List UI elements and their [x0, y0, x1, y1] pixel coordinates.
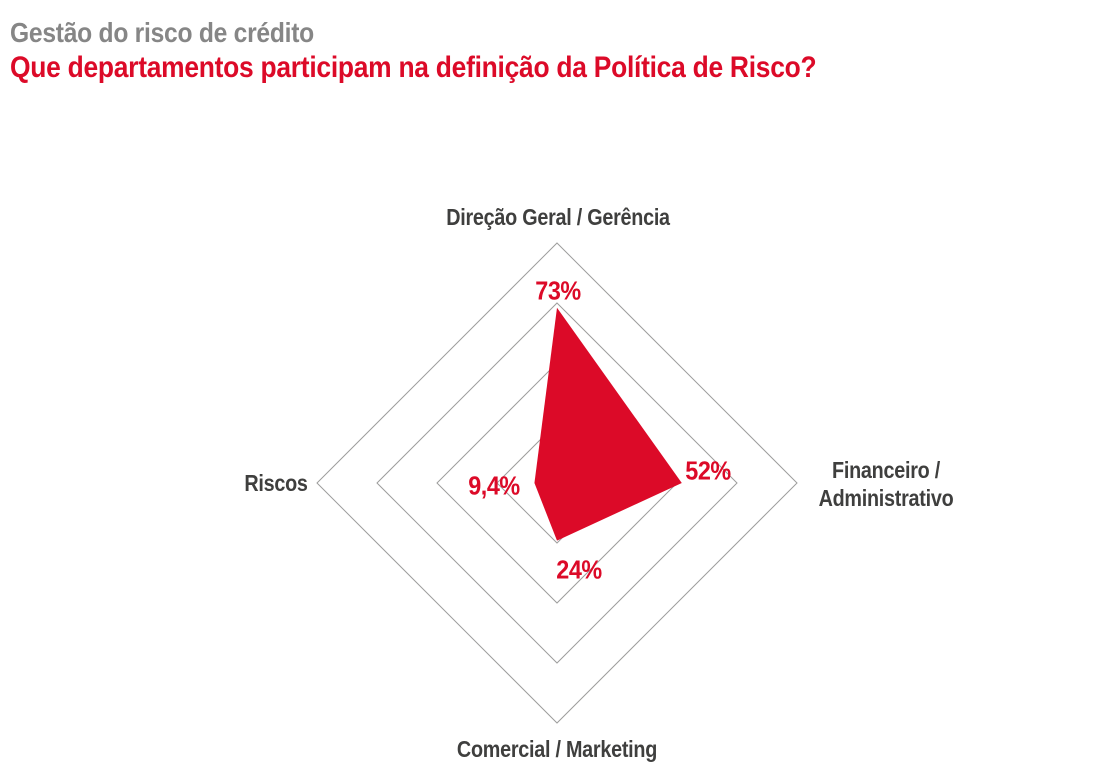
radar-grid-ring	[376, 302, 738, 664]
value-label-riscos: 9,4%	[468, 470, 520, 501]
page-title: Que departamentos participam na definiçã…	[10, 50, 926, 86]
axis-label-financeiro-administrativo: Financeiro / Administrativo	[819, 456, 954, 512]
axis-label-financeiro-line1: Financeiro /	[832, 457, 940, 483]
report-subtitle: Gestão do risco de crédito	[10, 16, 926, 50]
page-title-text: Que departamentos participam na definiçã…	[10, 51, 817, 84]
radar-series-polygon	[534, 307, 682, 541]
report-header: Gestão do risco de crédito Que departame…	[10, 16, 926, 86]
axis-label-financeiro-line2: Administrativo	[818, 485, 954, 511]
axis-label-riscos: Riscos	[244, 470, 308, 496]
value-label-financeiro: 52%	[685, 455, 731, 486]
axis-label-comercial-marketing: Comercial / Marketing	[456, 736, 658, 762]
report-subtitle-text: Gestão do risco de crédito	[10, 17, 314, 48]
value-label-comercial: 24%	[556, 554, 602, 585]
axis-label-direcao-geral: Direção Geral / Gerência	[446, 204, 670, 230]
value-label-direcao-geral: 73%	[535, 275, 581, 306]
